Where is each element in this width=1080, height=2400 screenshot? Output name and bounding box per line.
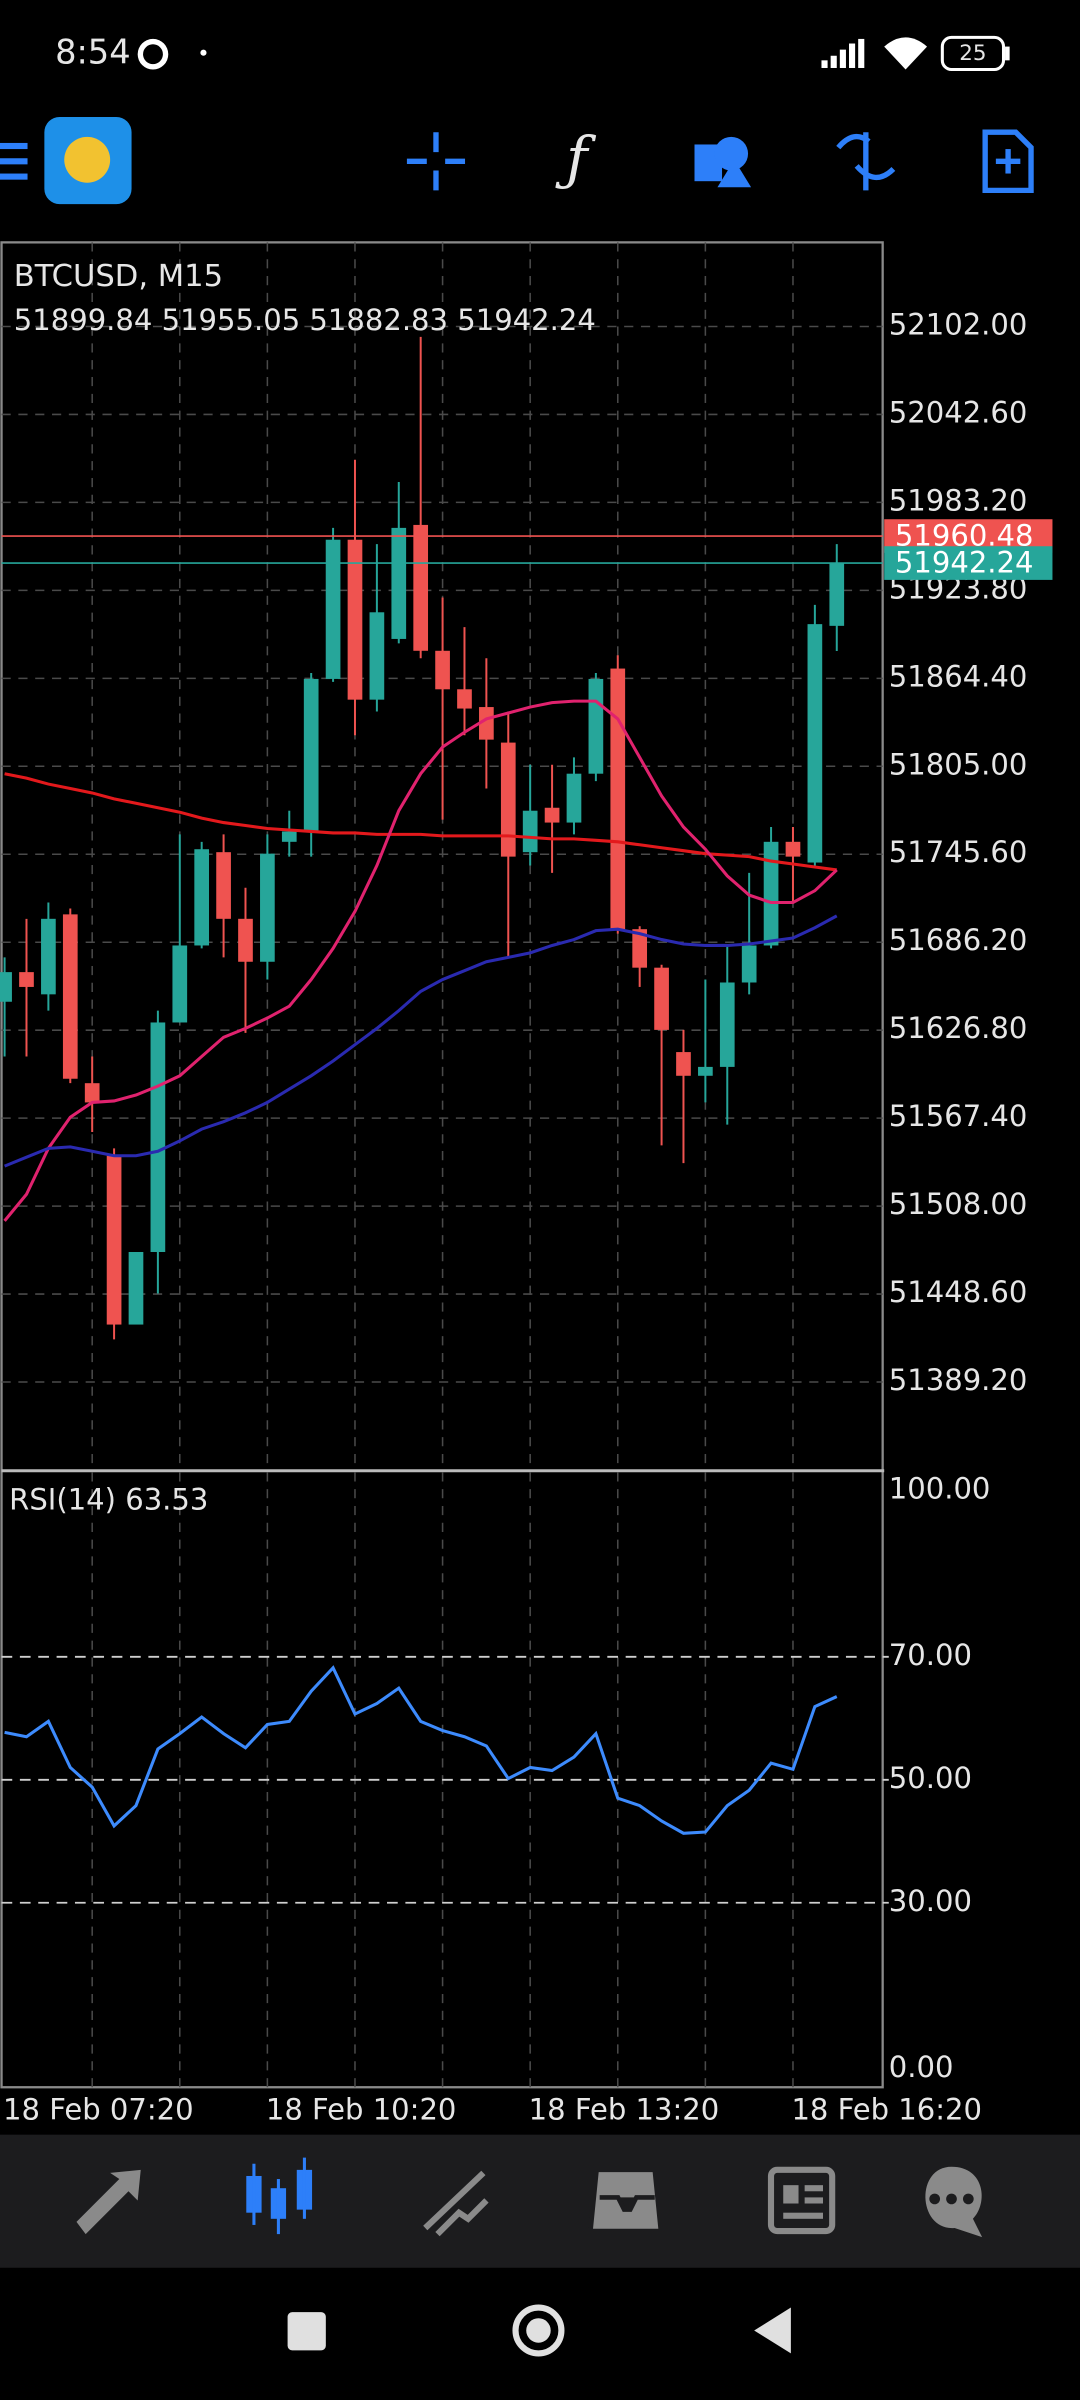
quotes-tab[interactable]: [76, 2169, 141, 2235]
plot-area: 52102.0052042.6051983.2051923.8051864.40…: [0, 242, 1053, 2127]
candle-body: [369, 612, 385, 700]
y-tick-label: 51448.60: [889, 1275, 1028, 1309]
bottom-nav: [0, 2134, 1080, 2268]
candle-body: [544, 807, 560, 823]
candle-body: [194, 849, 210, 946]
wifi-icon: [884, 37, 928, 70]
x-tick-label: 18 Feb 16:20: [791, 2093, 982, 2127]
recents-button[interactable]: [287, 2312, 326, 2351]
candle-body: [785, 841, 801, 857]
candle-body: [413, 524, 429, 651]
candle-body: [128, 1251, 144, 1325]
candle-body: [457, 689, 472, 709]
candle-body: [391, 527, 407, 639]
candle-body: [610, 668, 626, 930]
candle-body: [566, 773, 582, 823]
candle-body: [829, 563, 845, 626]
objects-button[interactable]: [694, 136, 752, 188]
candle-body: [260, 853, 275, 962]
y-tick-label: 51389.20: [889, 1363, 1028, 1397]
home-button[interactable]: [512, 2304, 565, 2357]
y-tick-label: 51686.20: [889, 923, 1028, 957]
menu-button[interactable]: [0, 142, 28, 180]
status-time: 8:54: [55, 33, 131, 72]
battery-icon: [940, 35, 1006, 72]
candle-body: [741, 945, 757, 983]
status-icon: [143, 44, 163, 65]
moving-average: [4, 772, 837, 872]
trade-tab[interactable]: [423, 2170, 489, 2237]
candle-body: [698, 1066, 713, 1076]
chat-tab[interactable]: [925, 2166, 983, 2238]
trade-button[interactable]: [836, 132, 896, 191]
candle-body: [19, 972, 34, 987]
battery-level: 25: [959, 41, 986, 66]
candle-body: [807, 624, 823, 863]
moving-average: [3, 699, 838, 1222]
status-dot: [200, 49, 207, 56]
signal-icon: [821, 38, 865, 68]
candle-body: [479, 707, 494, 740]
candle-body: [325, 539, 341, 679]
y-tick-label: 51626.80: [889, 1011, 1028, 1045]
y-tick-label: 51745.60: [889, 835, 1028, 869]
candle-body: [303, 678, 319, 832]
crosshair-button[interactable]: [406, 132, 466, 191]
candle-body: [347, 539, 363, 700]
y-tick-label: 51508.00: [889, 1187, 1028, 1221]
candle-body: [676, 1052, 691, 1076]
x-tick-label: 18 Feb 07:20: [3, 2093, 194, 2127]
x-tick-label: 18 Feb 13:20: [529, 2093, 720, 2127]
candle-body: [172, 945, 188, 1023]
y-tick-label: 51864.40: [889, 659, 1028, 693]
rsi-line: [4, 1665, 838, 1835]
rsi-title: RSI(14) 63.53: [9, 1482, 208, 1516]
chart-tab[interactable]: [246, 2157, 313, 2235]
candle-body: [150, 1022, 166, 1252]
candle-body: [763, 841, 779, 946]
y-tick-label: 100.00: [889, 1472, 991, 1506]
x-tick-label: 18 Feb 10:20: [266, 2093, 457, 2127]
candle-body: [41, 918, 56, 995]
ohlc-readout: 51899.84 51955.05 51882.83 51942.24: [14, 303, 596, 337]
y-tick-label: 51983.20: [889, 483, 1028, 517]
news-tab[interactable]: [767, 2166, 836, 2235]
new-order-button[interactable]: [982, 129, 1034, 194]
home-button-dot: [526, 2318, 551, 2343]
y-tick-label: 52042.60: [889, 395, 1028, 429]
y-tick-label: 51805.00: [889, 747, 1028, 781]
y-tick-label: 51567.40: [889, 1099, 1028, 1133]
candle-body: [0, 972, 12, 1002]
candle-body: [500, 742, 516, 857]
candle-body: [84, 1083, 100, 1103]
price-tag-label: 51942.24: [895, 546, 1034, 580]
price-tag: [884, 546, 1053, 580]
candle-body: [435, 650, 450, 690]
y-tick-label: 50.00: [889, 1761, 972, 1795]
candle-body: [654, 967, 669, 1030]
chart-title: BTCUSD, M15: [14, 259, 223, 294]
candle-body: [632, 929, 648, 968]
y-tick-label: 0.00: [889, 2050, 954, 2084]
history-tab[interactable]: [587, 2167, 664, 2234]
candle-body: [719, 982, 735, 1067]
candle-body: [216, 852, 231, 919]
app-logo-mark: [64, 136, 111, 183]
candle-body: [62, 914, 78, 1079]
battery-tip: [1005, 46, 1010, 61]
y-tick-label: 30.00: [889, 1884, 972, 1918]
y-tick-label: 52102.00: [889, 307, 1028, 341]
moving-average: [4, 914, 838, 1168]
candle-body: [522, 810, 538, 853]
candle-body: [106, 1155, 122, 1325]
candle-body: [281, 831, 297, 842]
candle-body: [238, 918, 253, 962]
y-tick-label: 70.00: [889, 1638, 972, 1672]
candle-body: [588, 678, 604, 774]
back-button[interactable]: [754, 2307, 791, 2354]
